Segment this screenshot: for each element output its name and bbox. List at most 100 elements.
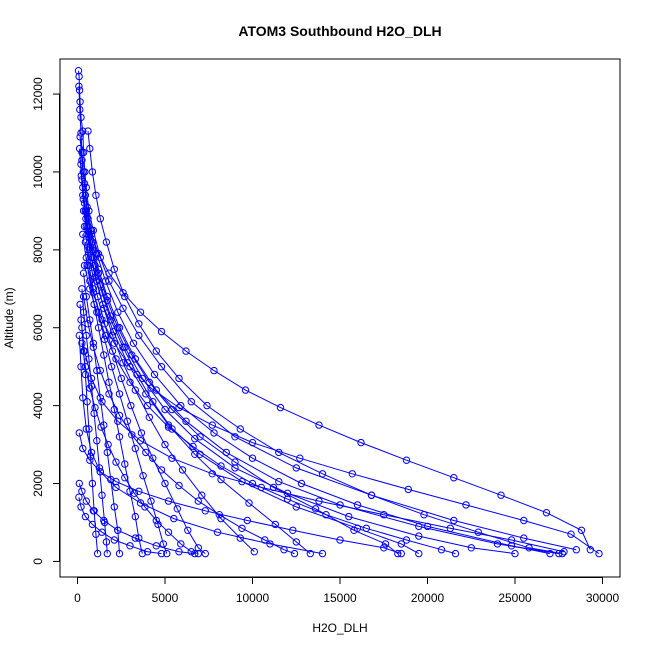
data-point xyxy=(80,261,89,270)
data-point xyxy=(74,67,83,75)
data-point xyxy=(184,526,192,534)
data-point xyxy=(133,370,141,379)
x-tick-label: 10000 xyxy=(236,591,270,605)
data-point xyxy=(79,292,88,301)
data-point xyxy=(182,347,190,355)
data-point xyxy=(75,479,84,488)
data-point xyxy=(75,144,84,153)
data-point xyxy=(78,176,86,184)
data-point xyxy=(141,503,149,511)
data-point xyxy=(143,548,152,556)
data-point xyxy=(450,516,458,525)
data-point xyxy=(243,516,252,525)
data-point xyxy=(94,250,103,258)
series-line xyxy=(82,234,600,555)
data-point xyxy=(82,497,91,505)
data-point xyxy=(100,335,109,344)
data-point xyxy=(112,483,120,492)
data-point xyxy=(135,331,143,340)
series-line xyxy=(78,483,195,555)
data-point xyxy=(182,417,190,425)
data-point xyxy=(128,431,136,439)
data-point xyxy=(100,516,108,525)
data-point xyxy=(201,507,210,515)
data-point xyxy=(560,548,568,556)
data-point xyxy=(275,448,283,457)
data-point xyxy=(88,520,97,529)
data-point xyxy=(208,421,217,429)
data-point xyxy=(75,72,83,81)
data-point xyxy=(275,477,283,486)
data-point xyxy=(315,497,323,505)
data-point xyxy=(318,470,327,478)
data-point xyxy=(525,544,533,552)
series-1 xyxy=(74,67,580,554)
data-point xyxy=(142,390,150,398)
data-point xyxy=(415,522,423,531)
data-point xyxy=(135,320,143,328)
data-point xyxy=(75,493,83,501)
series-18 xyxy=(75,429,405,558)
data-point xyxy=(102,238,111,246)
x-tick-label: 15000 xyxy=(323,591,357,605)
data-point xyxy=(85,355,93,363)
data-point xyxy=(86,285,94,293)
data-point xyxy=(168,454,176,462)
data-point xyxy=(467,544,475,552)
x-tick-label: 20000 xyxy=(411,591,445,605)
data-point xyxy=(159,540,168,548)
data-point xyxy=(208,470,217,478)
data-point xyxy=(114,526,122,534)
data-point xyxy=(194,497,203,505)
data-point xyxy=(112,458,120,466)
data-point xyxy=(248,454,257,462)
data-point xyxy=(91,403,99,412)
data-point xyxy=(112,477,120,486)
chart-title: ATOM3 Southbound H2O_DLH xyxy=(238,23,441,39)
data-point xyxy=(93,277,101,285)
data-point xyxy=(231,458,239,466)
data-point xyxy=(110,339,119,347)
series-7 xyxy=(79,191,314,558)
series-line xyxy=(78,432,402,555)
data-point xyxy=(586,546,594,554)
data-point xyxy=(136,308,145,316)
data-point xyxy=(306,549,314,558)
data-point xyxy=(248,479,257,488)
data-point xyxy=(96,366,105,375)
data-point xyxy=(420,511,428,519)
data-point xyxy=(128,351,136,359)
data-point xyxy=(520,534,528,542)
series-line xyxy=(81,343,199,555)
data-point xyxy=(147,384,155,392)
data-point xyxy=(261,536,269,544)
data-point xyxy=(83,261,91,270)
data-point xyxy=(353,501,362,509)
data-point xyxy=(79,444,87,453)
series-line xyxy=(84,265,456,555)
data-point xyxy=(129,339,138,347)
data-point xyxy=(203,401,211,410)
data-point xyxy=(292,503,300,511)
data-point xyxy=(98,491,106,499)
data-point xyxy=(87,230,96,239)
data-point xyxy=(154,520,162,529)
data-point xyxy=(276,403,285,412)
data-point xyxy=(82,207,91,215)
data-point xyxy=(542,509,551,517)
data-point xyxy=(127,401,135,410)
data-point xyxy=(98,289,106,297)
data-point xyxy=(119,359,127,367)
data-point xyxy=(315,421,323,429)
data-point xyxy=(79,191,87,200)
data-point xyxy=(217,462,225,470)
data-point xyxy=(245,499,253,507)
data-point xyxy=(108,331,117,340)
data-point xyxy=(350,526,358,534)
data-point xyxy=(88,479,97,488)
data-point xyxy=(152,542,161,550)
data-point xyxy=(110,405,119,414)
data-point xyxy=(168,405,176,414)
data-point xyxy=(241,386,250,394)
data-point xyxy=(78,156,86,165)
